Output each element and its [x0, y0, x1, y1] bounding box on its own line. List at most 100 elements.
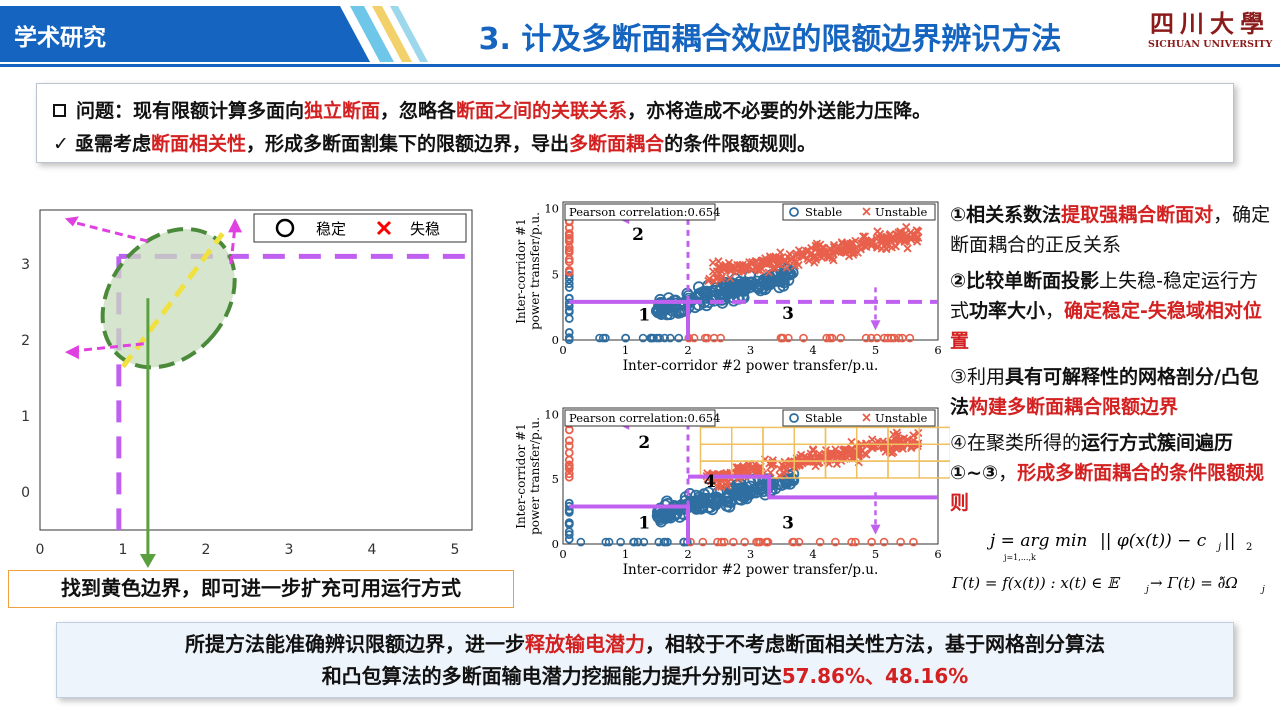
stable-marker	[690, 489, 702, 502]
formula-argmin: j = arg min	[986, 531, 1087, 551]
axis-marker	[847, 537, 856, 547]
axis-marker	[799, 333, 808, 343]
region-label: 2	[632, 225, 644, 245]
axis-marker	[629, 537, 638, 547]
unstable-marker	[797, 248, 807, 257]
y-tick-label: 2	[21, 333, 30, 349]
stable-marker	[775, 479, 788, 491]
unstable-marker	[902, 222, 911, 232]
formula-argmin-sub: j=1,...,k	[1003, 553, 1036, 562]
x-tick-label: 0	[559, 343, 566, 357]
region-label: 2	[638, 433, 650, 453]
conclusion-line: 和凸包算法的多断面输电潜力挖掘能力提升分别可达57.86%、48.16%	[57, 660, 1233, 692]
arrow-head-icon	[64, 216, 79, 227]
x-tick-label: 6	[934, 343, 941, 357]
unstable-marker	[765, 257, 775, 267]
axis-marker	[898, 333, 907, 343]
text-span: 亟需考虑	[75, 133, 152, 155]
callout-box: 找到黄色边界，即可进一步扩充可用运行方式	[8, 570, 514, 608]
unstable-marker	[836, 449, 845, 458]
square-bullet-icon	[53, 104, 66, 117]
unstable-marker	[752, 465, 761, 475]
axis-marker	[909, 537, 918, 547]
axis-marker	[655, 333, 664, 343]
text-span: ，	[1045, 300, 1065, 322]
stable-marker	[724, 496, 737, 509]
unstable-marker	[716, 274, 726, 283]
x-tick-label: 2	[684, 343, 691, 357]
unstable-marker	[714, 263, 723, 272]
text-span: ②比较单断面投影	[950, 270, 1100, 292]
axis-marker	[879, 537, 889, 547]
arrow-head-icon	[870, 524, 881, 535]
legend-unstable-label: Unstable	[875, 411, 928, 425]
y-tick-label: 0	[21, 485, 30, 501]
stable-marker	[672, 306, 685, 319]
text-span: 问题：现有限额计算多面向	[76, 100, 305, 122]
axis-marker	[663, 537, 672, 547]
unstable-marker	[886, 230, 895, 239]
x-tick-label: 3	[747, 343, 754, 357]
unstable-marker	[723, 263, 732, 273]
legend-stable-label: Stable	[805, 411, 842, 425]
unstable-marker	[913, 227, 922, 236]
y-axis-label: power transfer/p.u.	[528, 417, 542, 535]
formula-sub-j3: j	[1260, 585, 1265, 595]
y-tick-label: 0	[552, 333, 559, 347]
arrow-head-icon	[64, 345, 79, 360]
formula-boundary: → Γ(t) = ∂̃Ω	[1150, 574, 1238, 592]
x-tick-label: 3	[747, 547, 754, 561]
axis-marker	[851, 537, 860, 547]
axis-marker	[639, 537, 649, 547]
x-tick-label: 0	[559, 547, 566, 561]
axis-marker	[564, 530, 574, 539]
axis-marker	[822, 333, 831, 343]
y-tick-label: 10	[544, 202, 559, 216]
axis-marker	[717, 537, 726, 547]
highlight-text: 构建多断面耦合限额边界	[969, 396, 1179, 418]
y-tick-label: 3	[21, 257, 30, 273]
axis-marker	[698, 537, 708, 547]
formula-gamma: Γ(t) = f(x(t)) : x(t) ∈ 𝔼	[951, 574, 1121, 592]
conclusion-box: 所提方法能准确辨识限额边界，进一步释放输电潜力，相较于不考虑断面相关性方法，基于…	[56, 622, 1234, 698]
mid-plot-top: 2 1 3 Pearson correlation:0.654 Stable Unstab…	[514, 201, 942, 374]
stable-marker	[733, 279, 746, 292]
unstable-marker	[892, 428, 902, 437]
axis-marker	[564, 328, 574, 337]
axis-marker	[595, 333, 604, 343]
axis-marker	[709, 333, 719, 343]
unstable-marker	[808, 445, 818, 454]
stable-marker	[664, 308, 676, 321]
pearson-label: Pearson correlation:0.654	[569, 205, 720, 219]
unstable-marker	[727, 266, 736, 275]
correlation-scatter-top: 2 1 3 Pearson correlation:0.654 Stable Unstab…	[514, 201, 942, 374]
highlight-text: 确定稳定-失稳域相对位置	[950, 300, 1262, 352]
unstable-marker	[813, 248, 822, 257]
mid-plot-bottom: 2 4 1 3 Pearson correlation:0.654 Stable Unsta…	[514, 407, 950, 578]
header-rule	[0, 64, 1280, 67]
axis-marker	[564, 245, 574, 255]
legend-unstable-label: 失稳	[410, 220, 440, 238]
text-span: 上失稳-稳定运行方式	[950, 270, 1258, 322]
unstable-marker	[704, 276, 713, 286]
stable-marker	[717, 287, 729, 300]
legend-stable-marker	[275, 218, 295, 238]
x-axis-label: Inter-corridor #2 power transfer/p.u.	[623, 562, 879, 578]
region-label: 4	[704, 472, 716, 492]
axis-marker	[564, 231, 574, 240]
unstable-marker	[839, 246, 848, 255]
page-title: 3. 计及多断面耦合效应的限额边界辨识方法	[478, 22, 1062, 57]
x-tick-label: 0	[36, 542, 45, 558]
axis-marker	[564, 460, 574, 470]
unstable-marker	[902, 236, 911, 245]
region-label: 1	[638, 305, 650, 325]
x-tick-label: 1	[622, 547, 629, 561]
text-span: ，相较于不考虑断面相关性方法，基于网格剖分算法	[645, 632, 1105, 656]
axis-marker	[752, 537, 761, 547]
unstable-marker	[791, 251, 801, 261]
axis-marker	[564, 257, 574, 267]
axis-marker	[665, 333, 675, 343]
axis-marker	[659, 537, 669, 547]
x-tick-label: 1	[622, 343, 629, 357]
pearson-box	[564, 409, 716, 427]
